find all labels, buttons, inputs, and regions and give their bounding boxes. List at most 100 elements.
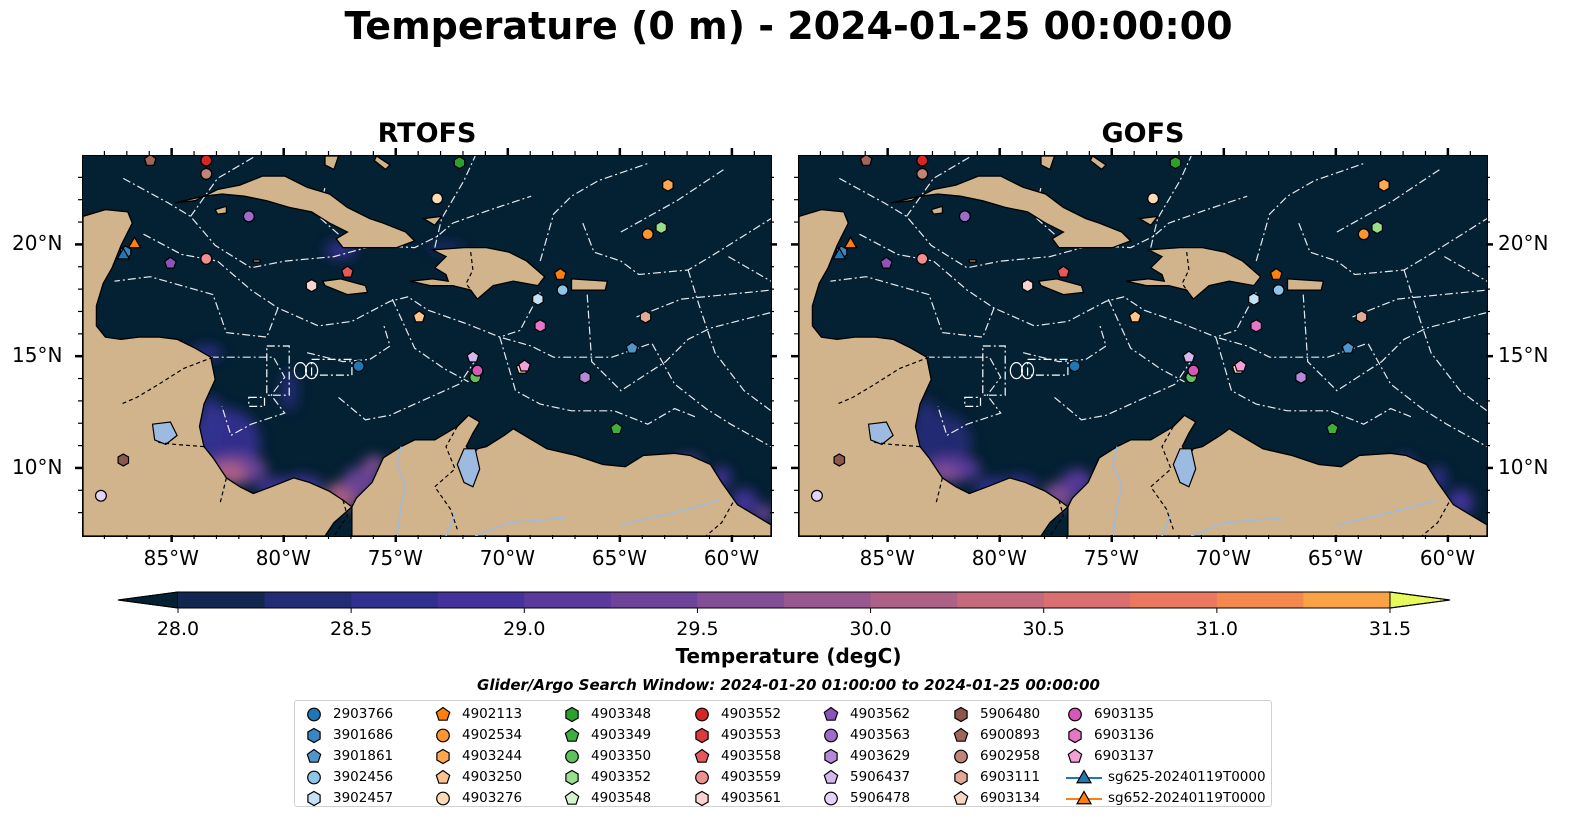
- map-panel-rtofs[interactable]: [82, 155, 772, 537]
- legend-item[interactable]: 4903559: [693, 767, 781, 787]
- legend-item[interactable]: 4903349: [563, 725, 651, 745]
- float-marker-6903136[interactable]: [534, 319, 546, 333]
- legend-item[interactable]: 4903558: [693, 746, 781, 766]
- float-marker-4903558[interactable]: [340, 265, 354, 278]
- float-marker-3901861[interactable]: [1341, 341, 1355, 354]
- float-marker-4903349[interactable]: [1325, 421, 1339, 435]
- float-marker-4903559[interactable]: [916, 252, 929, 265]
- legend-item[interactable]: sg625-20240119T0000: [1066, 767, 1266, 787]
- float-marker-4902534[interactable]: [641, 228, 654, 241]
- float-marker-4903352[interactable]: [655, 220, 668, 235]
- float-marker-sg625-20240119T0000[interactable]: [116, 247, 131, 260]
- float-marker-5906478[interactable]: [94, 489, 107, 502]
- float-marker-4903244[interactable]: [662, 178, 674, 192]
- legend-item[interactable]: 4903563: [822, 725, 910, 745]
- legend-item[interactable]: 4903250: [434, 767, 522, 787]
- legend-item[interactable]: 4903276: [434, 788, 522, 808]
- float-marker-6902958[interactable]: [916, 167, 929, 180]
- float-marker-6903111[interactable]: [639, 310, 652, 324]
- legend-item[interactable]: 4903562: [822, 704, 910, 724]
- legend-item[interactable]: 4903552: [693, 704, 781, 724]
- legend-item[interactable]: 5906437: [822, 767, 910, 787]
- float-marker-4903563[interactable]: [958, 210, 971, 223]
- float-marker-6903136[interactable]: [1250, 319, 1262, 333]
- float-marker-4903352[interactable]: [1371, 220, 1384, 235]
- legend-item[interactable]: 4902113: [434, 704, 522, 724]
- legend-item[interactable]: 6903111: [952, 767, 1040, 787]
- legend-item[interactable]: 5906480: [952, 704, 1040, 724]
- legend-item[interactable]: 4903244: [434, 746, 522, 766]
- float-marker-4903561[interactable]: [305, 278, 318, 293]
- float-marker-4903276[interactable]: [431, 192, 444, 205]
- float-marker-4903244[interactable]: [1378, 178, 1390, 192]
- legend-item[interactable]: 4903553: [693, 725, 781, 745]
- legend-item[interactable]: 5906478: [822, 788, 910, 808]
- float-marker-3902456[interactable]: [556, 284, 569, 297]
- float-marker-4903348[interactable]: [1169, 156, 1182, 170]
- float-marker-2903766[interactable]: [1068, 360, 1081, 373]
- float-marker-4902113[interactable]: [1269, 267, 1283, 280]
- float-marker-4902534[interactable]: [1357, 228, 1370, 241]
- legend-item[interactable]: 4903629: [822, 746, 910, 766]
- legend-item[interactable]: 6902958: [952, 746, 1040, 766]
- float-marker-4903348[interactable]: [453, 156, 466, 170]
- float-marker-5906437[interactable]: [466, 350, 480, 363]
- float-marker-4903552[interactable]: [200, 156, 213, 167]
- float-marker-4903558[interactable]: [1056, 265, 1070, 278]
- float-marker-6903137[interactable]: [1234, 359, 1247, 372]
- float-marker-4902113[interactable]: [553, 267, 567, 280]
- float-marker-6900893[interactable]: [859, 156, 873, 166]
- float-marker-6903135[interactable]: [471, 364, 484, 377]
- float-marker-6903111[interactable]: [1355, 310, 1368, 324]
- legend-item[interactable]: 6903136: [1066, 725, 1154, 745]
- float-marker-4903250[interactable]: [1128, 310, 1142, 323]
- float-marker-4903629[interactable]: [1295, 370, 1307, 384]
- float-marker-4903276[interactable]: [1147, 192, 1160, 205]
- legend-item[interactable]: 6903137: [1066, 746, 1154, 766]
- float-marker-5906480[interactable]: [117, 453, 130, 467]
- legend-item[interactable]: 6903134: [952, 788, 1040, 808]
- legend-item[interactable]: 4903352: [563, 767, 651, 787]
- colorbar-bin: [1303, 592, 1391, 608]
- float-marker-6902958[interactable]: [200, 167, 213, 180]
- float-marker-4903561[interactable]: [1021, 278, 1034, 293]
- float-marker-6903135[interactable]: [1187, 364, 1200, 377]
- float-marker-2903766[interactable]: [352, 360, 365, 373]
- legend-item-label: 4903562: [850, 706, 911, 722]
- float-marker-3901861[interactable]: [625, 341, 639, 354]
- legend-item[interactable]: 4903348: [563, 704, 651, 724]
- float-marker-4903559[interactable]: [200, 252, 213, 265]
- float-marker-6903137[interactable]: [518, 359, 531, 372]
- float-marker-4903629[interactable]: [579, 370, 591, 384]
- legend-item[interactable]: sg652-20240119T0000: [1066, 788, 1266, 808]
- legend-item[interactable]: 4903548: [563, 788, 651, 808]
- float-marker-5906480[interactable]: [833, 453, 846, 467]
- float-marker-3902457[interactable]: [1248, 292, 1260, 306]
- float-marker-3902456[interactable]: [1272, 284, 1285, 297]
- legend-item[interactable]: 4902534: [434, 725, 522, 745]
- float-marker-6900893[interactable]: [143, 156, 157, 166]
- legend-item[interactable]: 4903350: [563, 746, 651, 766]
- legend-item[interactable]: 4903561: [693, 788, 781, 808]
- float-marker-4903563[interactable]: [242, 210, 255, 223]
- float-marker-4903562[interactable]: [879, 256, 893, 269]
- legend-item[interactable]: 6903135: [1066, 704, 1154, 724]
- float-marker-sg652-20240119T0000[interactable]: [127, 235, 142, 249]
- float-marker-5906437[interactable]: [1182, 350, 1196, 363]
- float-marker-sg625-20240119T0000[interactable]: [832, 247, 847, 260]
- legend-item[interactable]: 3902457: [305, 788, 393, 808]
- float-marker-4903250[interactable]: [412, 310, 426, 323]
- map-panel-gofs[interactable]: [798, 155, 1488, 537]
- float-marker-4903349[interactable]: [609, 421, 623, 435]
- float-marker-3902457[interactable]: [532, 292, 544, 306]
- float-marker-sg652-20240119T0000[interactable]: [843, 235, 858, 249]
- float-marker-5906478[interactable]: [810, 489, 823, 502]
- float-marker-4903552[interactable]: [916, 156, 929, 167]
- legend-item[interactable]: 3901686: [305, 725, 393, 745]
- legend-item[interactable]: 3902456: [305, 767, 393, 787]
- legend-item[interactable]: 6900893: [952, 725, 1040, 745]
- legend-item[interactable]: 2903766: [305, 704, 393, 724]
- legend-item[interactable]: 3901861: [305, 746, 393, 766]
- float-marker-4903562[interactable]: [163, 256, 177, 269]
- lon-tick-label: 75°W: [367, 546, 423, 570]
